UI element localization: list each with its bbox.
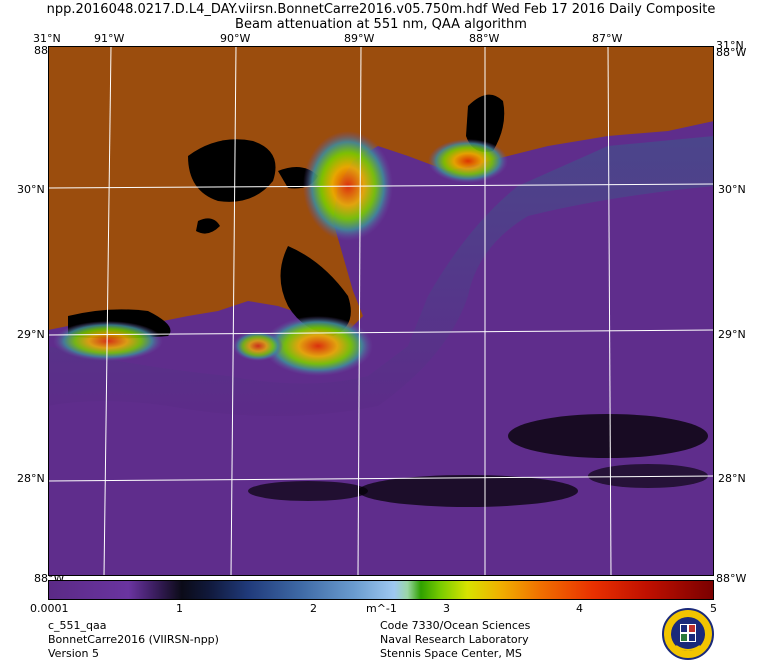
- colorbar: [48, 580, 714, 600]
- colorbar-tick-min: 0.0001: [30, 602, 69, 615]
- top-lon-90-label: 90°W: [220, 32, 251, 45]
- map-frame: [48, 46, 714, 576]
- top-lat-label-right: 31°N: [716, 39, 744, 52]
- left-lat-29-label: 29°N: [17, 328, 45, 341]
- right-lat-29-label: 29°N: [718, 328, 746, 341]
- colorbar-tick-3: 3: [443, 602, 450, 615]
- lake-maurepas: [196, 218, 220, 234]
- top-corner-lon-right: 88°W: [716, 46, 747, 59]
- lake-pontchartrain: [188, 139, 276, 202]
- nrl-emblem-icon: [662, 608, 714, 660]
- graticule: [48, 46, 714, 576]
- bottom-corner-lon-right: 88°W: [716, 572, 747, 585]
- plume-barataria: [233, 331, 283, 361]
- left-lat-30-label: 30°N: [17, 183, 45, 196]
- top-lat-label-left: 31°N: [33, 32, 61, 45]
- footer-lab: Naval Research Laboratory: [380, 633, 529, 646]
- left-lat-28-label: 28°N: [17, 472, 45, 485]
- product-subtitle: Beam attenuation at 551 nm, QAA algorith…: [235, 17, 527, 32]
- plume-delta: [263, 316, 373, 376]
- footer-version: Version 5: [48, 647, 99, 660]
- top-lon-88-label: 88°W: [469, 32, 500, 45]
- land-area: [48, 46, 714, 331]
- footer-location: Stennis Space Center, MS: [380, 647, 522, 660]
- top-lon-91-label: 91°W: [94, 32, 125, 45]
- top-lon-87-label: 87°W: [592, 32, 623, 45]
- plume-west: [53, 321, 163, 361]
- plume-mississippi-sound: [428, 139, 508, 183]
- cloud-nodata-speckles: [248, 414, 708, 507]
- delta-marsh: [280, 246, 351, 336]
- colorbar-tick-4: 4: [576, 602, 583, 615]
- attenuation-map: [48, 46, 714, 576]
- colorbar-tick-2: 2: [310, 602, 317, 615]
- colorbar-tick-max: 5: [710, 602, 717, 615]
- footer-product-name: c_551_qaa: [48, 619, 107, 632]
- colorbar-tick-1: 1: [176, 602, 183, 615]
- file-title: npp.2016048.0217.D.L4_DAY.viirsn.BonnetC…: [46, 2, 716, 17]
- footer-region: BonnetCarre2016 (VIIRSN-npp): [48, 633, 219, 646]
- right-lat-28-label: 28°N: [718, 472, 746, 485]
- right-lat-30-label: 30°N: [718, 183, 746, 196]
- top-lon-89-label: 89°W: [344, 32, 375, 45]
- turbid-shelf-water: [48, 136, 714, 416]
- colorbar-units: m^-1: [366, 602, 397, 615]
- footer-code: Code 7330/Ocean Sciences: [380, 619, 531, 632]
